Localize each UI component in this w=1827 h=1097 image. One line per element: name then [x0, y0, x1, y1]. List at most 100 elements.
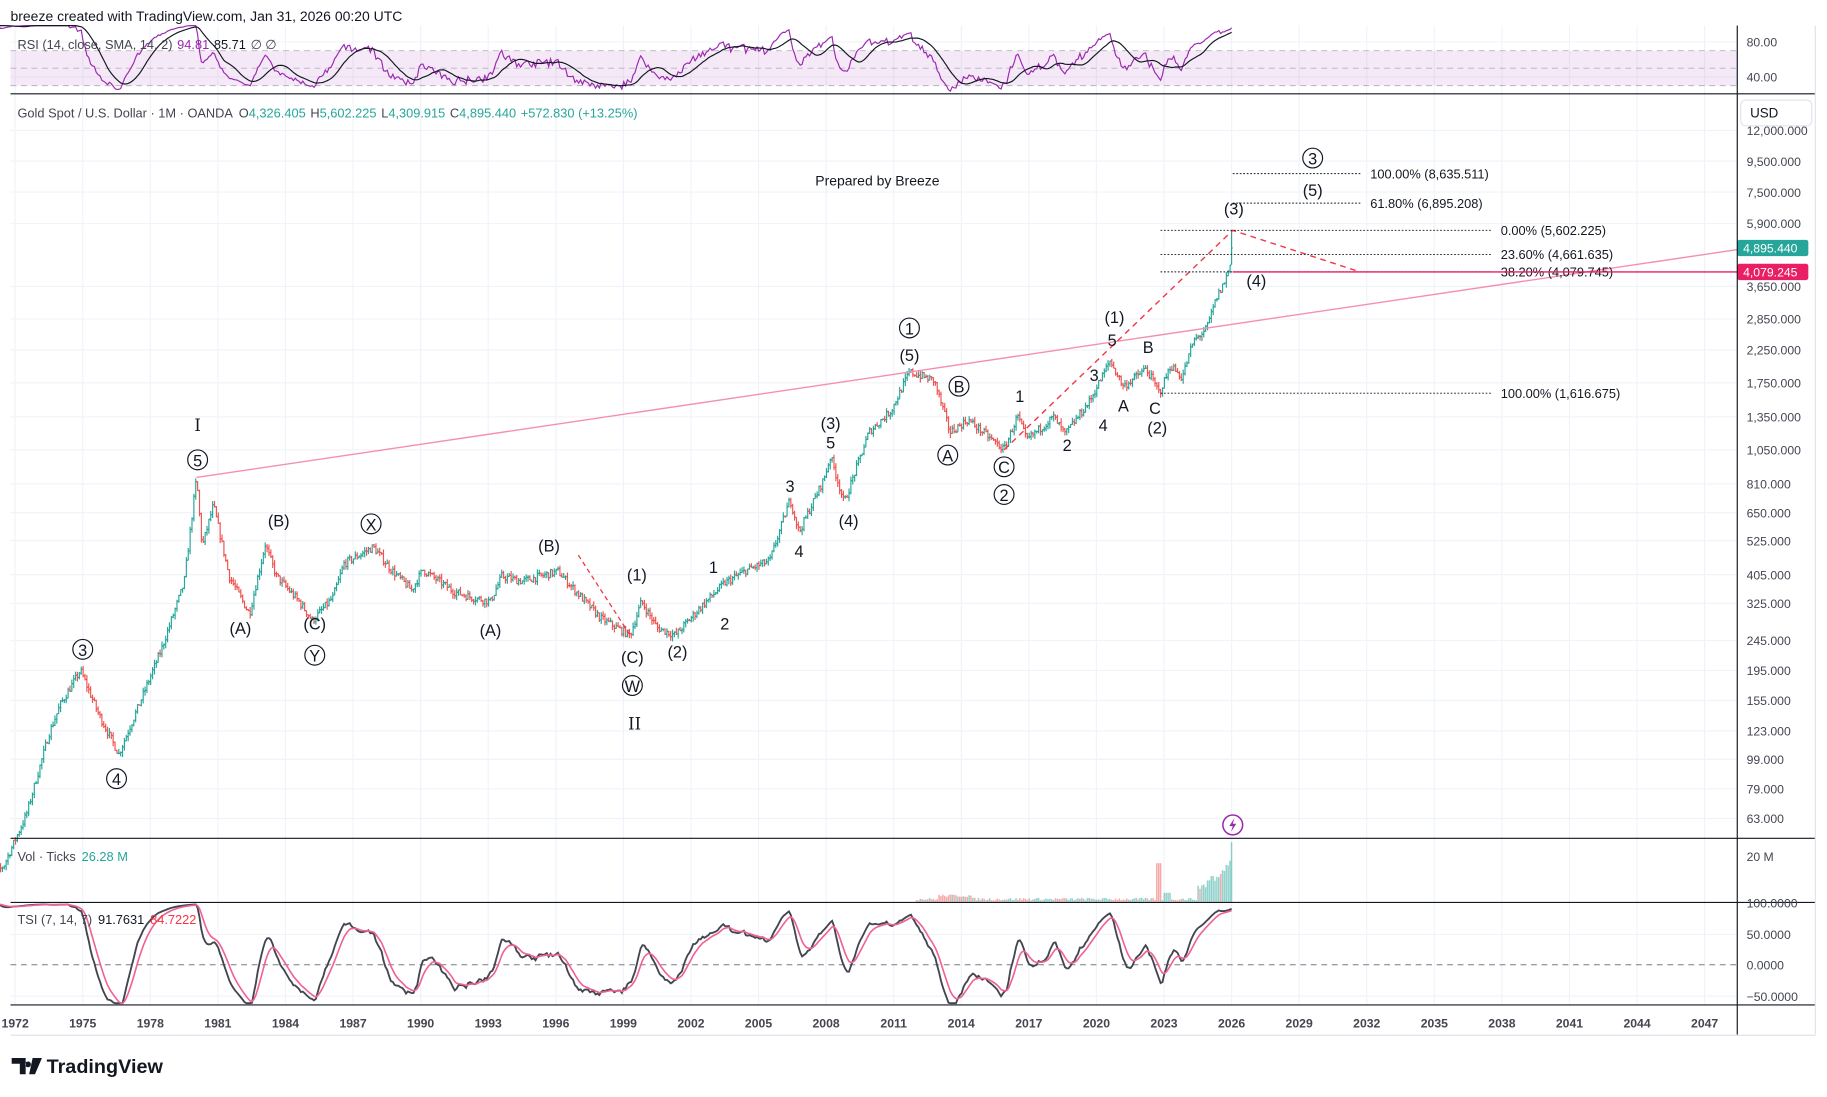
price-axis-label: 99.000: [1747, 753, 1785, 767]
volume-bar: [1052, 900, 1055, 902]
volume-bar: [1045, 898, 1047, 902]
wave-label[interactable]: Y: [304, 644, 326, 666]
volume-bar: [1103, 898, 1106, 902]
wave-label[interactable]: (2): [1147, 420, 1167, 438]
wave-label[interactable]: W: [621, 675, 643, 697]
tradingview-logo[interactable]: TradingView: [11, 1056, 164, 1078]
wave-label[interactable]: II: [628, 714, 641, 733]
wave-label[interactable]: (5): [899, 347, 919, 365]
wave-label[interactable]: (C): [303, 615, 326, 633]
wave-label[interactable]: 5: [1108, 332, 1117, 350]
wave-label[interactable]: X: [360, 513, 382, 535]
wave-label[interactable]: 1: [709, 559, 718, 577]
wave-label[interactable]: A: [937, 444, 959, 466]
line-price-label: 4,079.245: [1743, 266, 1798, 280]
wave-label[interactable]: 1: [898, 317, 920, 339]
volume-pane[interactable]: [915, 842, 1233, 902]
tsi-pane[interactable]: TSI (7, 14, 7) 91.7631 84.7222 100.0000 50…: [0, 897, 1798, 1005]
wave-label[interactable]: B: [948, 375, 970, 397]
wave-label[interactable]: 4: [106, 768, 128, 790]
wave-label[interactable]: 4: [1099, 417, 1108, 435]
volume-bar: [1112, 900, 1115, 902]
volume-bar: [1116, 900, 1119, 902]
wave-label[interactable]: B: [1143, 339, 1154, 357]
volume-bar: [1020, 899, 1023, 902]
wave-label[interactable]: 3: [1302, 147, 1324, 169]
wave-label[interactable]: (A): [230, 620, 252, 638]
wave-label[interactable]: 3: [72, 638, 94, 660]
time-axis-label: 2032: [1353, 1017, 1380, 1031]
svg-text:USD: USD: [1750, 106, 1779, 121]
grid: [10, 25, 1738, 1005]
wave-label[interactable]: 2: [1063, 437, 1072, 455]
line-price-badge: [1737, 263, 1809, 281]
price-axis-label: 2,850.000: [1747, 313, 1802, 327]
currency-button[interactable]: USD: [1740, 99, 1813, 127]
volume-bar: [990, 900, 993, 902]
price-axis-label: 650.000: [1747, 506, 1791, 520]
fib-level-label: 0.00% (5,602.225): [1501, 223, 1606, 238]
wave-label-circle: [187, 449, 209, 471]
volume-bar: [947, 895, 950, 902]
time-axis-label: 2002: [677, 1017, 704, 1031]
wave-label[interactable]: 1: [1015, 388, 1024, 406]
wave-label[interactable]: (B): [268, 513, 290, 531]
volume-bar: [1122, 899, 1124, 902]
wave-label[interactable]: C: [993, 456, 1015, 478]
rsi-pane[interactable]: RSI (14, close, SMA, 14, 2) 94.81 85.71 ∅ ∅…: [0, 25, 1777, 92]
volume-bar: [1000, 900, 1002, 902]
price-axis-label: 3,650.000: [1747, 280, 1802, 294]
volume-bar: [1067, 899, 1070, 902]
prepared-by-note[interactable]: Prepared by Breeze: [815, 172, 939, 188]
wave-label[interactable]: 5: [187, 449, 209, 471]
wave-label[interactable]: (3): [821, 415, 841, 433]
wave-label-text: 4: [112, 771, 121, 789]
rsi-extra: ∅ ∅: [251, 37, 277, 52]
wave-label[interactable]: C: [1149, 400, 1161, 418]
price-axis-label: 195.000: [1747, 664, 1791, 678]
price-pane[interactable]: 12,000.000 9,500.000 7,500.000 5,900.000 3,6…: [0, 124, 1809, 891]
wave-label[interactable]: (C): [621, 649, 644, 667]
tsi-tick: 50.0000: [1747, 928, 1791, 942]
wave-label[interactable]: 3: [1090, 367, 1099, 385]
wave-label[interactable]: (5): [1303, 182, 1323, 200]
wave-label-text: A: [942, 447, 953, 465]
volume-bar: [1139, 897, 1141, 902]
wave-label-text: 5: [1108, 332, 1117, 350]
wave-label[interactable]: (2): [667, 643, 687, 661]
price-axis-label: 405.000: [1747, 568, 1791, 582]
time-axis[interactable]: 1972 1975 1978 1981 1984 1987 1990 1993 1996 1999…: [2, 1017, 1719, 1031]
wave-label[interactable]: 2: [993, 484, 1015, 506]
wave-label[interactable]: (1): [627, 566, 647, 584]
wave-label[interactable]: (B): [538, 537, 560, 555]
wave-label-text: 2: [1000, 487, 1009, 505]
wave-label[interactable]: A: [1118, 397, 1129, 415]
wave-label[interactable]: (4): [839, 513, 859, 531]
volume-label: Vol · Ticks: [17, 849, 75, 864]
volume-bar: [1199, 888, 1201, 902]
wave-label-text: (B): [538, 537, 560, 555]
wave-label[interactable]: (1): [1104, 309, 1124, 327]
wave-label[interactable]: (A): [480, 622, 502, 640]
trendline[interactable]: [196, 248, 1739, 479]
volume-bar: [928, 897, 931, 902]
time-axis-label: 2035: [1421, 1017, 1448, 1031]
volume-bar: [1101, 898, 1104, 902]
alert-lightning-button[interactable]: [1222, 814, 1244, 836]
volume-bar: [1109, 898, 1111, 902]
wave-label[interactable]: 3: [786, 478, 795, 496]
wave-label[interactable]: I: [194, 416, 200, 435]
wave-label[interactable]: (3): [1224, 201, 1244, 219]
wave-label[interactable]: 5: [826, 435, 835, 453]
volume-bar: [1064, 897, 1066, 902]
volume-bar: [940, 896, 942, 902]
volume-bar: [1111, 899, 1113, 902]
wave-label[interactable]: 4: [795, 543, 804, 561]
price-axis-label: 1,350.000: [1747, 410, 1802, 424]
volume-bar: [1082, 898, 1085, 902]
volume-bar: [1142, 899, 1145, 902]
wave-label[interactable]: (4): [1246, 273, 1266, 291]
fib-projection-path[interactable]: [1003, 229, 1361, 451]
wave-label[interactable]: 2: [720, 615, 729, 633]
